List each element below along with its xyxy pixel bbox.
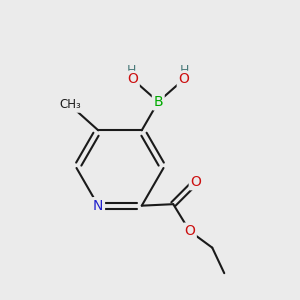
Text: O: O (178, 72, 189, 86)
Text: H: H (180, 64, 189, 77)
Text: O: O (190, 175, 201, 189)
Text: O: O (127, 72, 138, 86)
Text: B: B (153, 95, 163, 109)
Text: N: N (93, 199, 104, 213)
Text: O: O (184, 224, 195, 238)
Text: CH₃: CH₃ (59, 98, 81, 111)
Text: H: H (127, 64, 136, 77)
